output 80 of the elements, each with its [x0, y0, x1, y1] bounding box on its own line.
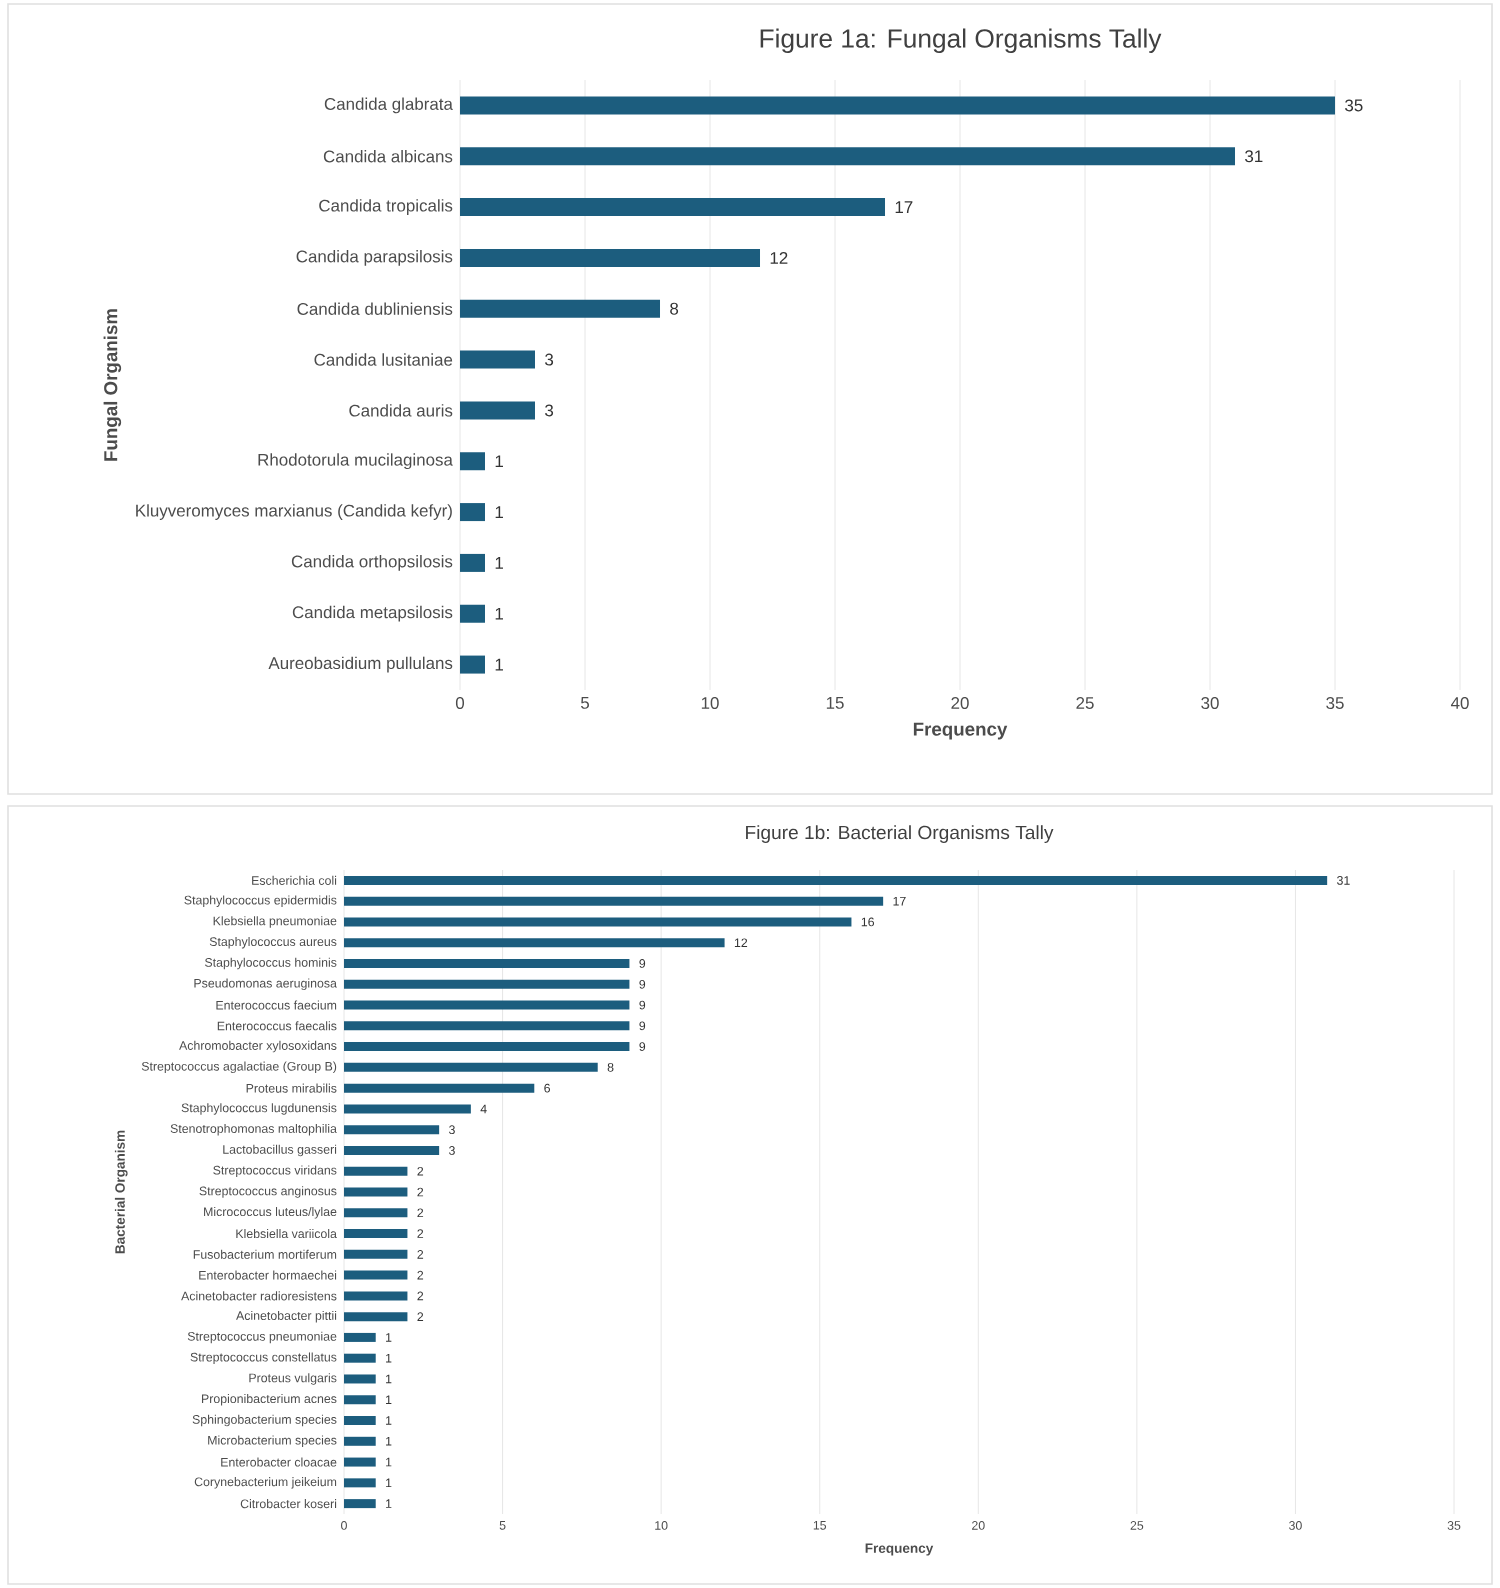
bar	[460, 350, 535, 369]
data-label: 35	[1345, 99, 1363, 112]
bar	[344, 917, 852, 927]
y-tick-label: Kluyveromyces marxianus (Candida kefyr)	[136, 504, 452, 520]
x-tick-label: 20	[951, 697, 969, 710]
bar	[460, 655, 485, 674]
chart-title: Figure 1a: Fungal Organisms Tally	[760, 28, 1162, 53]
bar	[344, 979, 630, 989]
x-tick-label: 15	[826, 697, 844, 709]
bar	[344, 1000, 630, 1010]
data-label: 1	[495, 607, 503, 620]
y-tick-label: Candida lusitaniae	[314, 353, 453, 366]
bar	[460, 198, 886, 217]
bar	[344, 896, 884, 906]
bar	[344, 1062, 598, 1072]
bar	[344, 1395, 376, 1405]
bar	[344, 1187, 408, 1197]
x-tick-label: 10	[701, 697, 719, 710]
bar	[460, 401, 535, 420]
bar	[344, 1436, 376, 1446]
bar	[344, 1478, 376, 1488]
x-axis-title: Frequency	[913, 722, 1008, 740]
y-tick-label: Candida orthopsilosis	[291, 555, 453, 571]
bar	[344, 958, 630, 968]
data-label: 1	[495, 658, 503, 671]
data-label: 1	[495, 557, 503, 569]
bar	[344, 1125, 440, 1135]
y-tick-label: Rhodotorula mucilaginosa	[258, 453, 453, 470]
data-label: 1	[495, 506, 503, 518]
bar	[460, 299, 661, 318]
data-label: 3	[545, 404, 554, 417]
data-label: 3	[545, 353, 554, 366]
bar	[460, 96, 1336, 115]
bar	[344, 1145, 440, 1155]
bar	[344, 1374, 376, 1384]
chart-title: Figure 1b: Bacterial Organisms Tally	[746, 825, 1054, 843]
bar	[344, 1021, 630, 1031]
bar	[344, 1208, 408, 1218]
bar	[344, 1249, 408, 1259]
y-tick-label: Candida dubliniensis	[297, 302, 453, 315]
bar	[344, 875, 1328, 885]
y-tick-label: Aureobasidium pullulans	[268, 656, 453, 673]
y-tick-label: Candida tropicalis	[319, 199, 453, 215]
bar	[344, 1083, 535, 1093]
bar	[460, 147, 1236, 166]
y-tick-label: Candida metapsilosis	[292, 605, 453, 622]
bar	[344, 1229, 408, 1239]
bar	[344, 1332, 376, 1342]
bar	[344, 1291, 408, 1301]
y-tick-label: Candida glabrata	[324, 97, 453, 114]
data-label: 31	[1245, 150, 1263, 163]
x-tick-label: 35	[1326, 697, 1344, 710]
bar	[344, 1457, 376, 1467]
x-tick-label: 5	[580, 697, 590, 709]
y-tick-label: Candida parapsilosis	[296, 250, 453, 266]
bar	[460, 452, 485, 471]
x-tick-label: 40	[1450, 697, 1469, 710]
y-tick-label: Candida auris	[349, 404, 453, 417]
x-tick-label: 30	[1201, 697, 1219, 710]
bar	[344, 938, 725, 948]
bar	[460, 248, 761, 267]
data-label: 1	[495, 455, 503, 468]
bar	[344, 1499, 376, 1509]
bar	[344, 1166, 408, 1176]
y-axis-title: Fungal Organism	[103, 309, 122, 461]
bar	[344, 1353, 376, 1363]
data-label: 17	[895, 201, 913, 213]
bar	[344, 1104, 471, 1114]
y-tick-label: Candida albicans	[323, 150, 453, 163]
bar	[344, 1042, 630, 1052]
bar	[344, 1312, 408, 1322]
x-tick-label: 0	[455, 697, 465, 710]
bar	[344, 1270, 408, 1280]
bar	[460, 503, 485, 522]
x-tick-label: 25	[1076, 697, 1094, 710]
bar	[460, 604, 485, 623]
bar	[344, 1416, 376, 1426]
data-label: 8	[670, 302, 679, 315]
data-label: 12	[770, 252, 788, 264]
bar	[460, 553, 485, 572]
